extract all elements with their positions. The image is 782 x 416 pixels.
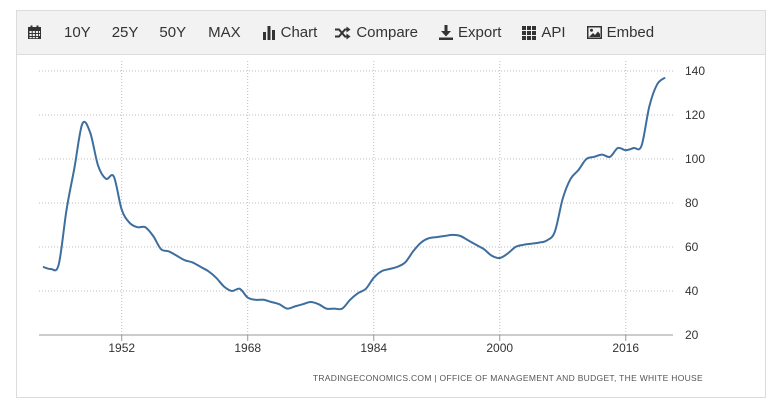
- export-label: Export: [458, 24, 502, 41]
- compare-button[interactable]: Compare: [335, 24, 418, 41]
- series-line: [42, 76, 666, 311]
- x-tick-label: 2016: [612, 341, 639, 355]
- embed-label: Embed: [606, 24, 655, 41]
- embed-button[interactable]: Embed: [586, 24, 655, 41]
- compare-label: Compare: [356, 24, 419, 41]
- range-max-button[interactable]: MAX: [208, 24, 241, 41]
- y-tick-label: 140: [685, 64, 705, 78]
- y-tick-label: 60: [685, 240, 699, 254]
- x-tick-label: 2000: [486, 341, 513, 355]
- calendar-icon: [28, 25, 41, 39]
- grid-icon: [522, 25, 537, 40]
- range-10y-button[interactable]: 10Y: [64, 24, 91, 41]
- y-tick-label: 40: [685, 284, 699, 298]
- api-label: API: [541, 24, 566, 41]
- chart-type-button[interactable]: Chart: [262, 24, 318, 41]
- bar-chart-icon: [262, 25, 275, 40]
- x-tick-label: 1968: [234, 341, 261, 355]
- chart-label: Chart: [280, 24, 318, 41]
- source-attribution: TRADINGECONOMICS.COM | OFFICE OF MANAGEM…: [313, 373, 703, 383]
- api-button[interactable]: API: [522, 24, 566, 41]
- chart-widget: 10Y 25Y 50Y MAX Chart Compare: [16, 10, 766, 398]
- y-tick-label: 120: [685, 108, 705, 122]
- download-icon: [439, 25, 454, 40]
- y-tick-label: 80: [685, 196, 699, 210]
- x-tick-label: 1952: [108, 341, 135, 355]
- range-25y-button[interactable]: 25Y: [111, 24, 139, 41]
- y-tick-label: 100: [685, 152, 705, 166]
- export-button[interactable]: Export: [439, 24, 501, 41]
- calendar-button[interactable]: [27, 25, 42, 40]
- image-icon: [586, 26, 602, 39]
- shuffle-icon: [335, 26, 351, 39]
- line-chart: 20 40 60 80 100 120 140 1952 1968 1984 2000 2016 TR…: [39, 61, 705, 383]
- range-50y-button[interactable]: 50Y: [159, 24, 187, 41]
- axis-ticks: 20 40 60 80 100 120 140 1952 1968 1984 2000 2016: [108, 64, 705, 355]
- chart-toolbar: 10Y 25Y 50Y MAX Chart Compare: [17, 11, 765, 55]
- y-tick-label: 20: [685, 328, 699, 342]
- grid-lines: [39, 61, 673, 341]
- x-tick-label: 1984: [360, 341, 387, 355]
- series-layer: [42, 76, 666, 311]
